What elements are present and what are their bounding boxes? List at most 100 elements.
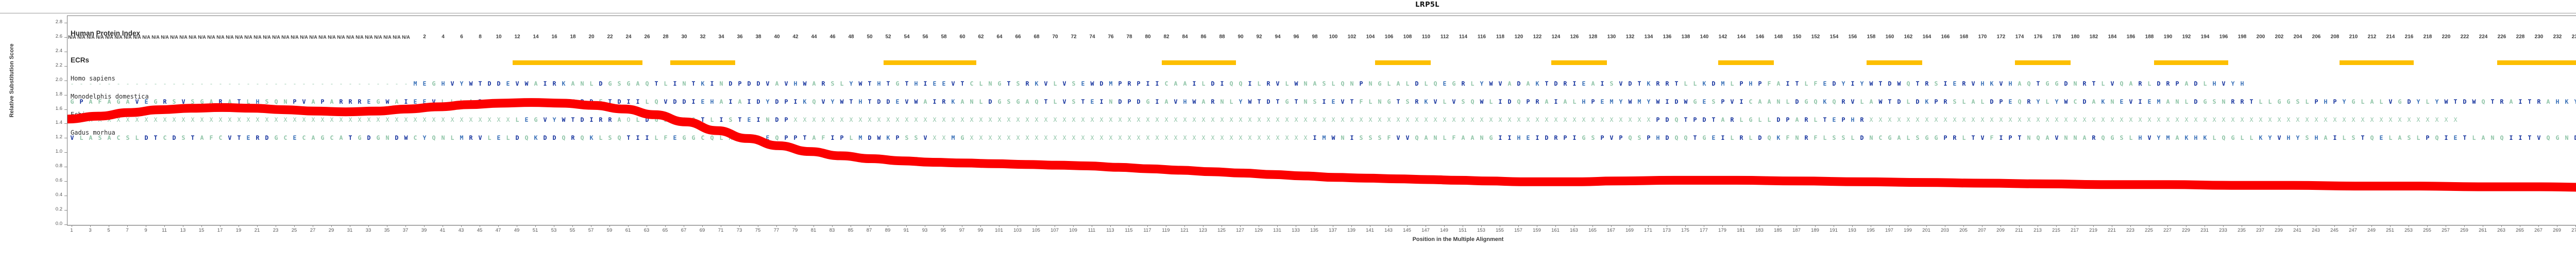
protein-index-cell: N/A — [179, 35, 188, 40]
residue: L — [450, 134, 454, 141]
x-tick-label: 241 — [2293, 228, 2301, 233]
residue: N — [1433, 134, 1437, 141]
x-tick-label: 261 — [2479, 228, 2487, 233]
residue: N — [1350, 80, 1354, 87]
residue: R — [1665, 80, 1669, 87]
protein-index-cell: N/A — [198, 35, 206, 40]
residue: P — [1619, 134, 1623, 141]
ecr-bar[interactable] — [1375, 60, 1431, 65]
ecr-bar[interactable] — [513, 60, 642, 65]
residue: W — [385, 98, 389, 105]
residue: - — [228, 80, 232, 87]
residue: X — [2092, 116, 2096, 123]
protein-index-cell: 212 — [2367, 34, 2377, 40]
residue: D — [1916, 98, 1920, 105]
residue: X — [422, 116, 427, 123]
residue: G — [626, 80, 631, 87]
residue: A — [775, 80, 779, 87]
protein-index-cell: N/A — [151, 35, 160, 40]
residue: H — [914, 80, 918, 87]
protein-index-cell: 132 — [1625, 34, 1635, 40]
residue: X — [181, 116, 185, 123]
residue: V — [450, 80, 454, 87]
x-tick-label: 25 — [291, 228, 297, 233]
residue: X — [1925, 116, 1929, 123]
residue: X — [1470, 116, 1475, 123]
residue: I — [1851, 80, 1855, 87]
residue: L — [2203, 80, 2207, 87]
residue: T — [886, 80, 890, 87]
ecr-bar[interactable] — [2340, 60, 2414, 65]
residue: H — [710, 98, 714, 105]
residue: L — [1730, 134, 1734, 141]
residue: T — [1684, 116, 1688, 123]
residue: I — [747, 98, 751, 105]
x-tick-mark — [1388, 225, 1389, 227]
ecr-bar[interactable] — [1551, 60, 1607, 65]
residue: T — [1878, 80, 1883, 87]
ecr-bar[interactable] — [2154, 60, 2228, 65]
residue: A — [2370, 98, 2374, 105]
residue: X — [997, 134, 1002, 141]
residue: X — [256, 116, 260, 123]
residue: X — [1461, 116, 1465, 123]
residue: Q — [617, 134, 621, 141]
ecr-bar[interactable] — [2015, 60, 2071, 65]
protein-index-cell: 106 — [1384, 34, 1394, 40]
x-tick-mark — [832, 225, 833, 227]
residue: I — [626, 98, 631, 105]
x-tick-label: 119 — [1162, 228, 1170, 233]
residue: W — [914, 98, 918, 105]
residue: G — [200, 98, 204, 105]
residue: A — [682, 116, 686, 123]
residue: I — [2333, 134, 2337, 141]
protein-index-cell: 60 — [959, 34, 965, 40]
residue: M — [1322, 134, 1326, 141]
x-tick-mark — [1555, 225, 1556, 227]
residue: E — [2008, 98, 2012, 105]
residue: T — [2092, 80, 2096, 87]
protein-index-cell: N/A — [133, 35, 141, 40]
x-tick-label: 33 — [365, 228, 371, 233]
residue: G — [654, 116, 658, 123]
residue: K — [701, 80, 705, 87]
protein-index-cell: N/A — [291, 35, 299, 40]
residue: L — [1285, 80, 1289, 87]
residue: X — [89, 116, 93, 123]
residue: V — [70, 134, 74, 141]
residue: - — [283, 80, 287, 87]
x-tick-label: 203 — [1941, 228, 1949, 233]
residue: M — [1109, 80, 1113, 87]
ecr-bar[interactable] — [670, 60, 735, 65]
residue: R — [1804, 116, 1808, 123]
x-tick-label: 197 — [1885, 228, 1893, 233]
residue: N — [1776, 98, 1781, 105]
residue: X — [1174, 116, 1178, 123]
ecr-bar[interactable] — [2497, 60, 2576, 65]
residue: L — [1906, 134, 1910, 141]
residue: X — [1953, 116, 1957, 123]
residue: S — [1591, 134, 1595, 141]
residue: V — [1433, 98, 1437, 105]
residue: S — [1072, 80, 1076, 87]
ecr-bar[interactable] — [884, 60, 976, 65]
ecr-bar[interactable] — [1718, 60, 1774, 65]
ecr-bar[interactable] — [1162, 60, 1236, 65]
residue: X — [2175, 116, 2179, 123]
residue: R — [1025, 80, 1029, 87]
residue: L — [1053, 98, 1057, 105]
residue: K — [886, 134, 890, 141]
protein-index-cell: N/A — [96, 35, 104, 40]
residue: X — [1294, 116, 1298, 123]
residue: X — [469, 116, 473, 123]
ecr-bar[interactable] — [1867, 60, 1922, 65]
x-tick-mark — [2167, 225, 2168, 227]
residue: G — [376, 134, 380, 141]
residue: F — [98, 98, 102, 105]
residue: Q — [2101, 134, 2105, 141]
residue: N — [1303, 80, 1308, 87]
residue: X — [283, 116, 287, 123]
residue: L — [1053, 80, 1057, 87]
residue: H — [2555, 98, 2560, 105]
residue: T — [487, 98, 492, 105]
